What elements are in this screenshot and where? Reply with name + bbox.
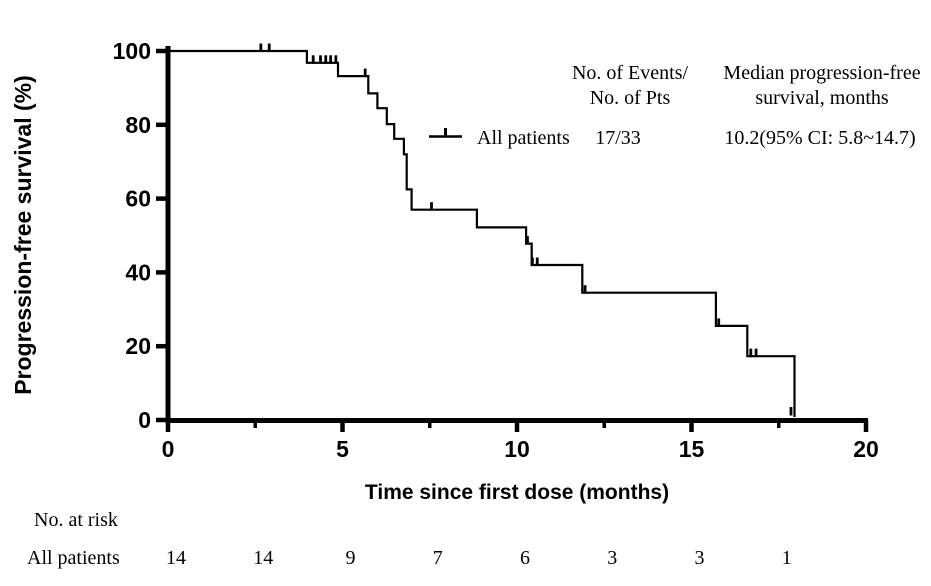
median-header-line2: survival, months [755, 87, 889, 109]
survival-curve [168, 43, 796, 417]
median-value: 10.2(95% CI: 5.8~14.7) [724, 127, 915, 149]
risk-count: 9 [346, 547, 356, 569]
legend-series-label: All patients [477, 127, 570, 149]
x-tick-label: 0 [162, 436, 175, 462]
y-axis-ticks: 0 20 40 60 80 100 [113, 38, 168, 433]
x-tick-label: 20 [853, 436, 879, 462]
y-tick-label: 20 [125, 333, 151, 359]
events-header-line1: No. of Events/ [572, 62, 689, 84]
y-axis-title: Progression-free survival (%) [10, 75, 36, 395]
x-tick-label: 10 [504, 436, 530, 462]
risk-count: 3 [607, 547, 617, 569]
y-tick-label: 100 [113, 38, 151, 64]
km-curve-path [168, 49, 796, 417]
risk-table-labels: No. at risk All patients [27, 509, 120, 569]
risk-row-label: All patients [27, 547, 120, 569]
events-value: 17/33 [595, 127, 641, 149]
y-tick-label: 80 [125, 112, 151, 138]
legend: No. of Events/ No. of Pts Median progres… [429, 62, 921, 149]
x-tick-label: 15 [679, 436, 705, 462]
y-tick-label: 60 [125, 186, 151, 212]
risk-count: 14 [253, 547, 273, 569]
risk-count: 6 [520, 547, 530, 569]
x-axis-ticks: 0 5 10 15 20 [162, 420, 879, 462]
risk-count: 3 [695, 547, 705, 569]
y-tick-label: 40 [125, 259, 151, 285]
legend-marker-icon [429, 128, 462, 138]
risk-count: 1 [782, 547, 792, 569]
risk-table-counts: 14 14 9 7 6 3 3 1 [166, 547, 792, 569]
events-header-line2: No. of Pts [590, 87, 671, 109]
risk-count: 14 [166, 547, 186, 569]
x-tick-label: 5 [336, 436, 349, 462]
y-tick-label: 0 [138, 407, 151, 433]
risk-count: 7 [433, 547, 443, 569]
x-axis-title: Time since first dose (months) [365, 481, 669, 504]
risk-table-caption: No. at risk [34, 509, 118, 531]
median-header-line1: Median progression-free [723, 62, 920, 84]
